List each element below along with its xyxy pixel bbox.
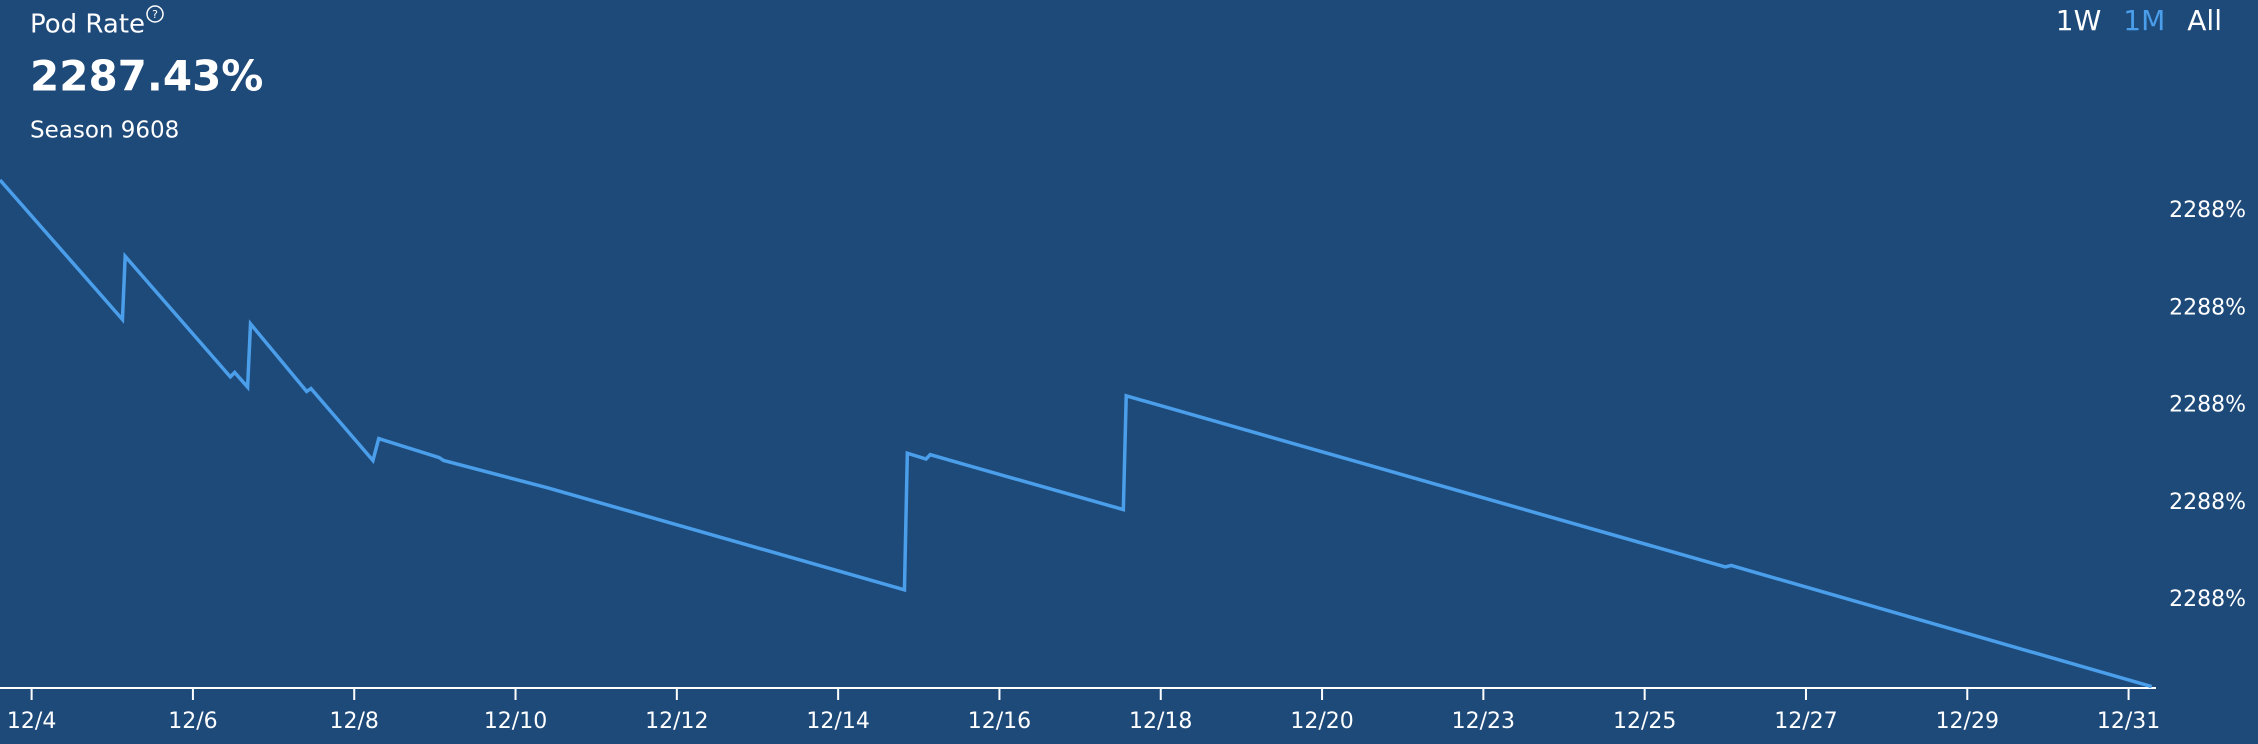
y-tick-label: 2288%: [2169, 295, 2246, 320]
range-button[interactable]: All: [2187, 4, 2222, 37]
range-button[interactable]: 1W: [2056, 4, 2102, 37]
x-tick-label: 12/20: [1290, 709, 1353, 734]
x-tick-label: 12/23: [1452, 709, 1515, 734]
x-tick-label: 12/29: [1936, 709, 1999, 734]
data-line: [0, 178, 2153, 689]
x-tick-label: 12/27: [1774, 709, 1837, 734]
x-tick-label: 12/12: [645, 709, 708, 734]
info-icon[interactable]: [146, 5, 164, 23]
x-tick-label: 12/31: [2097, 709, 2160, 734]
x-tick-label: 12/14: [806, 709, 869, 734]
range-button[interactable]: 1M: [2123, 4, 2165, 37]
range-buttons: All 1M 1W: [2056, 4, 2222, 37]
current-value: 2287.43%: [30, 52, 263, 101]
x-tick-label: 12/10: [484, 709, 547, 734]
x-tick-label: 12/25: [1613, 709, 1676, 734]
info-icon-glyph[interactable]: ?: [152, 8, 158, 21]
x-tick-label: 12/8: [330, 709, 379, 734]
x-tick-label: 12/4: [7, 709, 56, 734]
season-label: Season 9608: [30, 118, 179, 144]
y-tick-label: 2288%: [2169, 490, 2246, 515]
chart-title: Pod Rate: [30, 10, 145, 40]
x-tick-label: 12/6: [168, 709, 217, 734]
plot: 12/4 12/6 12/8 12/10 12/12 12/14 12/16 12/18 12/…: [0, 178, 2246, 734]
y-tick-label: 2288%: [2169, 198, 2246, 223]
y-tick-label: 2288%: [2169, 587, 2246, 612]
x-tick-label: 12/16: [968, 709, 1031, 734]
x-tick-label: 12/18: [1129, 709, 1192, 734]
y-tick-label: 2288%: [2169, 393, 2246, 418]
